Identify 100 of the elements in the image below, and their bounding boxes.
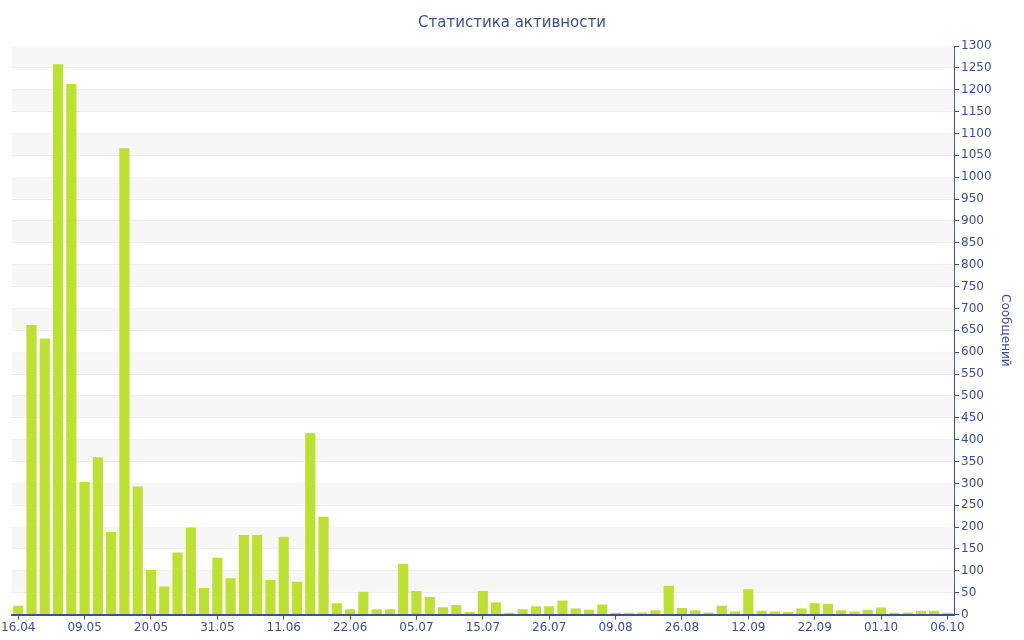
bar	[424, 597, 435, 615]
x-tick-label: 01.10	[863, 619, 899, 634]
y-tick-label: 450	[961, 409, 984, 424]
y-tick-label: 1100	[961, 125, 992, 140]
x-tick-label: 26.08	[664, 619, 700, 634]
y-tick-label: 950	[961, 191, 984, 206]
x-tick-label: 11.06	[266, 619, 301, 634]
bar	[371, 609, 382, 615]
y-tick-label: 100	[961, 562, 984, 577]
bar	[836, 610, 847, 615]
bar	[663, 585, 674, 615]
y-tick-label: 300	[961, 475, 984, 490]
y-tick-label: 200	[961, 519, 984, 534]
x-tick-label: 12.09	[731, 619, 766, 634]
x-tick-label: 16.04	[1, 619, 36, 634]
bar	[517, 609, 528, 615]
y-tick-label: 1050	[961, 147, 992, 162]
x-tick-label: 22.06	[332, 619, 368, 634]
y-tick-label: 1250	[961, 59, 992, 74]
bar	[145, 569, 157, 615]
bar	[557, 600, 568, 615]
chart-title: Статистика активности	[418, 12, 606, 31]
bar	[159, 586, 170, 615]
bar	[796, 608, 807, 615]
y-tick-label: 1150	[961, 103, 992, 118]
bar	[92, 457, 103, 615]
bar	[52, 64, 64, 615]
bar	[875, 607, 887, 615]
bar	[238, 535, 249, 615]
bar	[198, 587, 210, 615]
bar	[132, 486, 143, 615]
y-tick-label: 550	[961, 366, 984, 381]
y-tick-label: 800	[961, 256, 984, 271]
x-tick-label: 06.10	[930, 619, 965, 634]
bar	[291, 581, 303, 615]
bar	[491, 602, 502, 615]
y-axis-title: Сообщений	[998, 294, 1013, 367]
bar	[583, 609, 595, 615]
bar	[318, 516, 329, 615]
bar	[437, 607, 449, 615]
y-tick-label: 600	[961, 344, 984, 359]
bar	[265, 580, 276, 615]
x-tick-label: 15.07	[465, 619, 501, 634]
x-tick-label: 05.07	[399, 619, 434, 634]
y-tick-label: 350	[961, 453, 984, 468]
y-tick-label: 50	[961, 584, 977, 599]
bar	[225, 578, 236, 615]
bar	[79, 482, 90, 615]
y-tick-label: 500	[961, 388, 984, 403]
bar	[398, 563, 409, 615]
bar	[464, 611, 475, 615]
bar	[278, 536, 289, 615]
bar	[650, 610, 661, 615]
bar	[106, 531, 117, 615]
y-tick-label: 900	[961, 213, 984, 228]
bar	[530, 606, 541, 615]
bar	[716, 605, 727, 615]
y-tick-label: 700	[961, 300, 984, 315]
bar	[570, 608, 581, 615]
bar	[252, 535, 263, 615]
y-tick-label: 850	[961, 234, 984, 249]
bar	[809, 603, 820, 615]
bar	[331, 603, 342, 615]
y-tick-label: 400	[961, 431, 984, 446]
y-tick-label: 1300	[961, 38, 992, 53]
bar	[783, 611, 794, 615]
bar	[26, 325, 37, 615]
bar	[822, 603, 834, 615]
y-tick-label: 0	[961, 606, 969, 621]
bar	[358, 591, 369, 615]
y-tick-label: 1200	[961, 81, 992, 96]
bar	[743, 589, 754, 615]
y-tick-label: 650	[961, 322, 984, 337]
x-tick-label: 26.07	[532, 619, 567, 634]
bar	[66, 84, 77, 615]
bar	[597, 604, 608, 615]
bar	[411, 590, 422, 615]
y-tick-label: 1000	[961, 169, 992, 184]
x-tick-label: 31.05	[200, 619, 235, 634]
bar	[39, 338, 50, 615]
y-tick-label: 250	[961, 497, 984, 512]
x-tick-label: 20.05	[133, 619, 169, 634]
x-tick-label: 22.09	[797, 619, 832, 634]
bar	[676, 608, 688, 615]
bar	[544, 606, 555, 615]
x-tick-label: 09.05	[67, 619, 102, 634]
bar	[477, 590, 488, 615]
bar	[305, 433, 316, 615]
bar	[451, 604, 462, 615]
x-tick-label: 09.08	[598, 619, 633, 634]
bar	[690, 610, 701, 615]
bar	[212, 557, 223, 615]
bar	[384, 609, 395, 615]
bar	[862, 609, 873, 615]
y-tick-label: 750	[961, 278, 984, 293]
bar	[13, 605, 24, 615]
bar	[172, 552, 183, 615]
bar	[345, 609, 356, 615]
y-tick-label: 150	[961, 541, 984, 556]
bar	[185, 527, 196, 615]
